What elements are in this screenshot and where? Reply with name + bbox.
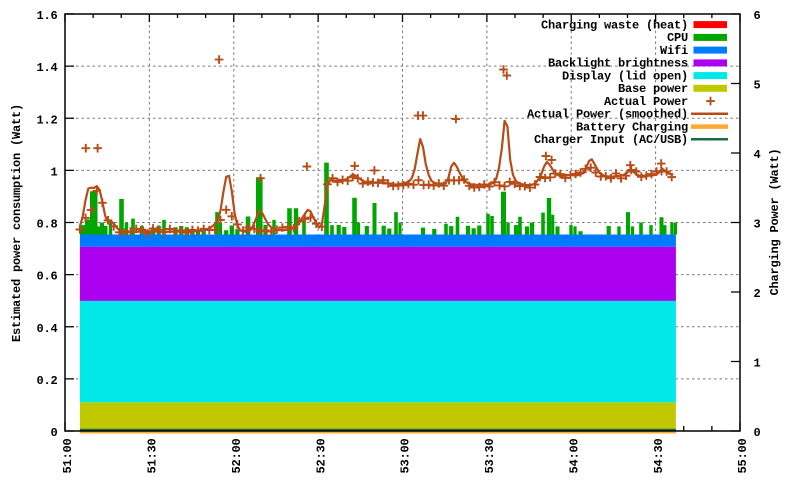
svg-text:54:30: 54:30 (652, 439, 666, 474)
svg-text:1: 1 (50, 165, 57, 179)
svg-text:Actual Power (smoothed): Actual Power (smoothed) (527, 108, 688, 122)
svg-text:3: 3 (754, 218, 761, 232)
svg-text:Battery Charging: Battery Charging (576, 120, 688, 134)
svg-text:0.8: 0.8 (36, 218, 57, 232)
svg-text:0.4: 0.4 (36, 322, 57, 336)
svg-text:1: 1 (754, 357, 761, 371)
svg-text:1.2: 1.2 (36, 113, 57, 127)
svg-text:Base power: Base power (618, 82, 688, 96)
svg-text:5: 5 (754, 79, 761, 93)
svg-text:Actual Power: Actual Power (604, 95, 688, 109)
svg-text:51:30: 51:30 (146, 439, 160, 474)
svg-text:2: 2 (754, 287, 761, 301)
svg-text:52:00: 52:00 (230, 439, 244, 474)
svg-text:Estimated power consumption (W: Estimated power consumption (Watt) (10, 104, 24, 342)
svg-text:55:00: 55:00 (736, 439, 750, 474)
svg-text:0: 0 (754, 426, 761, 440)
svg-text:6: 6 (754, 9, 761, 23)
svg-text:1.4: 1.4 (36, 61, 57, 75)
svg-text:0: 0 (50, 426, 57, 440)
svg-text:Charging Power (Watt): Charging Power (Watt) (768, 148, 782, 295)
svg-text:1.6: 1.6 (36, 9, 57, 23)
svg-text:53:00: 53:00 (399, 439, 413, 474)
svg-text:Display (lid open): Display (lid open) (562, 69, 688, 83)
svg-text:Backlight brightness: Backlight brightness (548, 57, 688, 71)
svg-text:Charger Input (AC/USB): Charger Input (AC/USB) (534, 133, 688, 147)
svg-text:51:00: 51:00 (61, 439, 75, 474)
svg-text:53:30: 53:30 (483, 439, 497, 474)
svg-text:CPU: CPU (667, 31, 688, 45)
svg-text:4: 4 (754, 148, 761, 162)
svg-text:54:00: 54:00 (567, 439, 581, 474)
svg-text:Charging waste (heat): Charging waste (heat) (541, 18, 688, 32)
svg-text:0.6: 0.6 (36, 270, 57, 284)
svg-text:52:30: 52:30 (314, 439, 328, 474)
svg-text:Wifi: Wifi (660, 44, 688, 58)
svg-text:0.2: 0.2 (36, 374, 57, 388)
